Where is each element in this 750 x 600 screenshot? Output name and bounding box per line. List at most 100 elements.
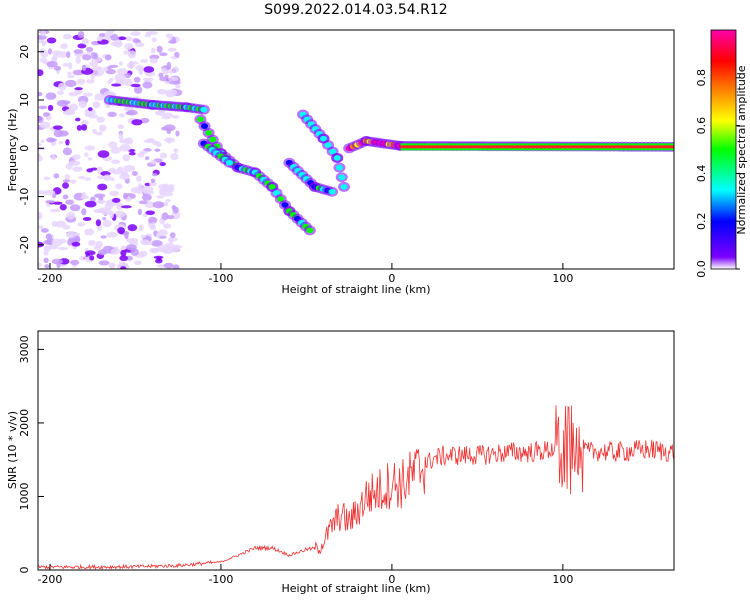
noise-blob [108,262,116,269]
band_b-blob [205,130,213,136]
noise-blob [137,151,145,158]
spectrogram-x-label: Height of straight line (km) [281,283,430,296]
noise-blob [81,191,87,199]
noise-blob [172,264,180,269]
noise-blob [96,116,105,123]
noise-blob [109,77,114,82]
y-tick-label: 3000 [18,335,31,363]
noise-blob [46,61,58,68]
noise-blob [53,65,62,71]
noise-blob [143,66,155,73]
noise-blob [92,101,101,109]
noise-blob [82,54,92,61]
noise-blob [95,131,103,136]
noise-blob [103,174,112,181]
noise-blob [159,52,168,57]
noise-blob [45,200,56,204]
noise-blob [95,219,102,227]
band_b-blob [201,123,209,129]
noise-blob [106,232,118,238]
y-tick-label: 20 [18,45,31,59]
noise-blob [169,232,176,238]
noise-blob [150,47,156,54]
noise-blob [102,67,108,72]
noise-blob [137,208,143,216]
noise-blob [74,87,83,91]
noise-blob [53,173,60,179]
noise-blob [138,250,148,257]
noise-blob [82,38,90,45]
noise-blob [150,222,156,229]
noise-blob [119,144,131,152]
noise-blob [85,46,94,52]
noise-blob [175,130,180,137]
noise-blob [71,241,81,247]
noise-blob [51,220,58,227]
noise-blob [89,60,99,68]
snr-y-label: SNR (10 * v/v) [6,411,19,489]
noise-blob [114,73,127,82]
spectrogram-y-label: Frequency (Hz) [6,109,19,192]
noise-blob [84,177,92,181]
noise-blob [141,193,152,201]
band_d-blob [324,142,332,148]
noise-blob [142,77,154,81]
colorbar-tick-label: 0.0 [695,260,708,278]
noise-blob [86,78,95,84]
x-tick-label: -100 [208,272,233,285]
noise-blob [108,190,120,197]
noise-blob [86,51,93,55]
noise-blob [113,39,123,48]
noise-blob [40,228,49,233]
noise-blob [94,93,105,101]
noise-blob [154,110,166,116]
noise-blob [119,255,129,262]
band_b-blob [281,202,289,208]
noise-blob [126,62,135,69]
noise-blob [125,36,133,42]
noise-blob [152,201,165,209]
noise-blob [92,128,97,134]
noise-blob [102,219,112,228]
noise-blob [72,166,83,172]
noise-blob [98,260,110,266]
noise-blob [138,224,144,232]
noise-blob [168,76,179,82]
noise-blob [111,159,121,164]
noise-blob [156,45,163,53]
noise-blob [140,235,147,239]
band_d-blob [320,135,328,142]
noise-blob [135,175,142,182]
band_b-blob [306,227,314,234]
noise-blob [95,240,103,249]
noise-blob [162,185,171,192]
noise-blob [56,99,68,107]
noise-blob [47,104,54,112]
noise-blob [107,111,117,118]
noise-blob [138,68,144,75]
noise-blob [170,245,180,252]
colorbar-tick-label: 0.2 [695,212,708,230]
noise-blob [138,200,148,205]
y-tick-label: 1000 [18,482,31,510]
noise-blob [171,204,177,210]
colorbar-tick-label: 0.6 [695,117,708,135]
noise-blob [110,248,121,255]
noise-blob [166,61,172,70]
noise-blob [51,238,63,247]
noise-blob [133,260,142,265]
noise-blob [43,257,49,264]
noise-blob [68,160,81,166]
noise-blob [91,66,104,71]
noise-blob [38,225,44,229]
noise-blob [125,244,137,251]
noise-blob [76,124,83,131]
noise-blob [43,250,49,256]
noise-blob [131,171,138,176]
x-tick-label: 0 [388,573,395,586]
noise-blob [98,124,107,132]
noise-blob [100,235,107,239]
noise-blob [84,200,97,208]
noise-blob [51,50,63,55]
noise-blob [151,173,158,177]
